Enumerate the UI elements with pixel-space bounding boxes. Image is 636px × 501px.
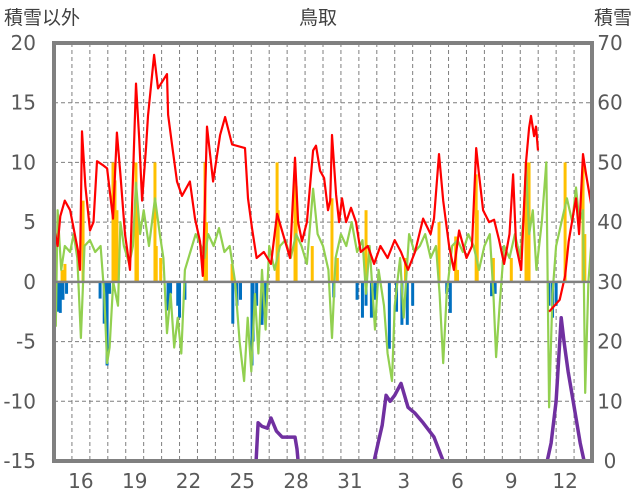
x-tick-label: 3 <box>397 469 410 493</box>
blue-bar <box>387 281 391 349</box>
right-tick-label: 30 <box>597 270 622 294</box>
blue-bar <box>373 281 377 300</box>
blue-bar <box>231 281 235 324</box>
blue-bar <box>65 281 69 294</box>
blue-bar <box>554 281 558 306</box>
grid <box>54 43 592 461</box>
orange-bar <box>154 246 158 282</box>
orange-bar <box>60 269 64 282</box>
blue-bar <box>547 281 551 306</box>
right-tick-label: 40 <box>597 210 622 234</box>
orange-bar <box>491 257 495 282</box>
left-tick-label: -15 <box>3 449 36 473</box>
right-tick-label: 50 <box>597 150 622 174</box>
right-axis-label: 積雪 <box>594 7 632 29</box>
blue-bar <box>369 281 373 318</box>
orange-bar <box>135 210 139 282</box>
x-tick-label: 31 <box>337 469 362 493</box>
blue-bar <box>61 281 65 300</box>
right-tick-label: 10 <box>597 389 622 413</box>
right-tick-label: 0 <box>604 449 617 473</box>
orange-bar <box>115 210 119 282</box>
left-tick-label: 15 <box>11 91 36 115</box>
blue-bar <box>355 281 359 300</box>
orange-bar <box>525 162 529 282</box>
plot-border <box>52 41 594 463</box>
x-tick-label: 12 <box>552 469 577 493</box>
green-series-line <box>54 161 592 409</box>
blue-bar <box>169 281 173 294</box>
blue-bar <box>255 281 259 306</box>
orange-bar <box>509 257 513 282</box>
orange-bar <box>335 257 339 282</box>
orange-bar <box>159 257 163 282</box>
purple-series-line <box>54 315 592 461</box>
right-tick-label: 70 <box>597 31 622 55</box>
x-tick-label: 16 <box>68 469 93 493</box>
blue-bar <box>105 281 109 366</box>
right-tick-label: 20 <box>597 330 622 354</box>
x-axis-ticks: 16 19 22 25 28 31 3 6 9 12 <box>68 469 578 493</box>
left-tick-label: 0 <box>23 270 36 294</box>
blue-bar <box>108 281 112 294</box>
x-tick-label: 28 <box>283 469 308 493</box>
left-tick-label: 10 <box>11 150 36 174</box>
blue-bar <box>448 281 452 313</box>
orange-bar <box>583 234 587 282</box>
orange-bar <box>276 210 280 282</box>
orange-bar <box>563 162 567 282</box>
orange-bar <box>437 222 441 282</box>
red-series-line <box>54 53 592 313</box>
blue-bar <box>166 281 170 311</box>
plot-marks <box>54 53 592 461</box>
blue-bar <box>405 281 409 325</box>
left-tick-label: -5 <box>16 330 36 354</box>
blue-bar <box>493 281 497 294</box>
left-tick-label: -10 <box>3 389 36 413</box>
x-tick-label: 25 <box>230 469 255 493</box>
x-tick-label: 6 <box>451 469 464 493</box>
orange-bar <box>81 200 85 282</box>
orange-bar <box>230 263 234 282</box>
x-tick-label: 9 <box>505 469 518 493</box>
blue-bar <box>239 281 243 300</box>
left-tick-label: 5 <box>23 210 36 234</box>
blue-bar <box>411 281 415 306</box>
orange-bar <box>63 263 67 282</box>
blue-bar <box>56 281 60 312</box>
blue-bar <box>360 281 364 318</box>
orange-bar <box>330 198 334 282</box>
x-tick-label: 19 <box>122 469 147 493</box>
orange-bar <box>475 210 479 282</box>
blue-bar <box>260 281 264 325</box>
blue-bar <box>178 281 182 318</box>
blue-bar <box>58 281 62 313</box>
orange-bar <box>403 257 407 282</box>
x-tick-label: 22 <box>176 469 201 493</box>
left-axis-ticks: 20 15 10 5 0 -5 -10 -15 <box>3 31 36 473</box>
blue-bar <box>264 281 268 318</box>
blue-bar <box>176 281 180 306</box>
left-tick-label: 20 <box>11 31 36 55</box>
left-axis-label: 積雪以外 <box>4 7 80 29</box>
chart-title: 鳥取 <box>299 7 337 29</box>
right-axis-ticks: 70 60 50 40 30 20 10 0 <box>597 31 622 473</box>
orange-bar <box>111 162 115 282</box>
orange-bar <box>456 269 459 282</box>
orange-bar <box>113 180 117 282</box>
blue-bar <box>490 281 494 297</box>
right-tick-label: 60 <box>597 91 622 115</box>
blue-bar <box>98 281 102 299</box>
orange-bar <box>364 210 368 282</box>
orange-bar <box>310 246 314 282</box>
orange-bar <box>153 162 157 282</box>
